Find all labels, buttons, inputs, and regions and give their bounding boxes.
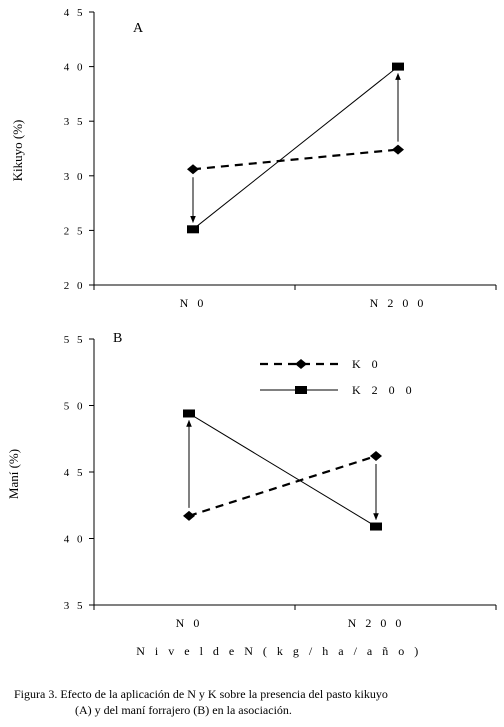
legend-k0-label: K 0 xyxy=(352,357,382,371)
panel-b-x-axis-label: N i v e l d e N ( k g / h a / a ñ o ) xyxy=(136,644,421,658)
panel-b-point-k200 xyxy=(183,409,195,418)
panel-b-point-k200 xyxy=(370,522,382,531)
legend-k200-label: K 2 0 0 xyxy=(352,383,416,397)
panel-b-x-tick-label: N 0 xyxy=(176,616,203,630)
panel-b-y-tick-label: 4 0 xyxy=(64,534,85,546)
figure-chart: 2 0 2 5 3 0 3 5 4 0 4 5 N 0 N 2 0 0 Kikuyo (%) A 3… xyxy=(6,7,497,658)
panel-a-point-k200 xyxy=(187,225,199,234)
panel-b-x-tick-label: N 2 0 0 xyxy=(348,616,405,630)
panel-a-y-tick-label: 2 0 xyxy=(64,280,85,292)
legend-k200-marker xyxy=(295,386,307,394)
legend-k0-marker xyxy=(295,359,307,369)
panel-b-series-k200-line xyxy=(188,413,377,527)
panel-a-y-tick-label: 2 5 xyxy=(64,225,85,237)
panel-b-point-k0 xyxy=(370,451,382,462)
caption-line-1: Figura 3. Efecto de la aplicación de N y… xyxy=(14,687,388,701)
panel-b-y-tick-label: 3 5 xyxy=(64,600,85,612)
caption-line-2: (A) y del maní forrajero (B) en la asoci… xyxy=(75,703,292,717)
panel-a-x-tick-label: N 2 0 0 xyxy=(370,296,427,310)
panel-b-label: B xyxy=(113,331,122,346)
panel-b-series-k0-line xyxy=(188,454,377,517)
panel-b-y-tick-label: 4 5 xyxy=(64,467,85,479)
panel-a-point-k200 xyxy=(392,62,404,71)
panel-a-y-tick-label: 3 0 xyxy=(64,171,85,183)
panel-a-y-tick-label: 3 5 xyxy=(64,116,85,128)
panel-a-y-tick-label: 4 0 xyxy=(64,62,85,74)
panel-a-series-k200-line xyxy=(192,66,399,230)
figure-caption: Figura 3. Efecto de la aplicación de N y… xyxy=(14,686,504,718)
panel-b-y-axis-label: Maní (%) xyxy=(6,449,21,499)
panel-b-y-tick-label: 5 0 xyxy=(64,401,85,413)
panel-a-y-tick-label: 4 5 xyxy=(64,7,85,19)
panel-a-x-tick-label: N 0 xyxy=(180,296,207,310)
panel-a-label: A xyxy=(133,21,144,36)
panel-b-point-k0 xyxy=(183,510,195,521)
panel-a-point-k0 xyxy=(392,144,404,155)
panel-a-series-k0-line xyxy=(192,148,399,171)
panel-a-y-axis-label: Kikuyo (%) xyxy=(10,120,25,182)
panel-a-point-k0 xyxy=(187,164,199,175)
panel-b-y-tick-label: 5 5 xyxy=(64,334,85,346)
